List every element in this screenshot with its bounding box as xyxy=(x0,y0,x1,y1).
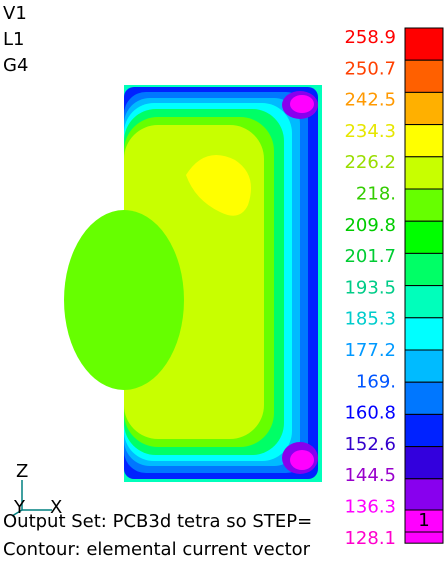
legend-label: 160.8 xyxy=(344,403,396,424)
legend-box xyxy=(404,156,444,190)
legend-box xyxy=(404,252,444,287)
legend-label: 226.2 xyxy=(344,152,396,173)
legend-box xyxy=(404,188,444,222)
triad-z: Z xyxy=(16,461,28,482)
view-label: V1 xyxy=(3,3,27,24)
view-label: G4 xyxy=(3,55,28,76)
legend-label: 136.3 xyxy=(344,497,396,518)
axis-triad xyxy=(11,480,52,517)
view-labels: V1 L1 G4 xyxy=(3,3,28,76)
legend-label: 193.5 xyxy=(344,277,396,298)
legend-box xyxy=(404,446,444,480)
legend-label: 144.5 xyxy=(344,465,396,486)
legend-label: 185.3 xyxy=(344,309,396,330)
legend-box xyxy=(404,285,444,319)
legend-label: 242.5 xyxy=(344,90,396,111)
legend-box xyxy=(404,124,444,158)
legend-label: 201.7 xyxy=(344,246,396,267)
legend-label: 209.8 xyxy=(344,215,396,236)
legend-box xyxy=(404,59,444,93)
legend-label: 218. xyxy=(356,184,396,205)
legend-label: 250.7 xyxy=(344,58,396,79)
view-label: L1 xyxy=(3,29,24,50)
legend-label: 128.1 xyxy=(344,528,396,549)
triad-y: Y xyxy=(13,497,26,518)
legend-label: 234.3 xyxy=(344,121,396,142)
legend-box xyxy=(404,413,444,448)
legend-box xyxy=(404,381,444,415)
legend-box xyxy=(404,220,444,254)
contour-plot xyxy=(64,85,322,482)
output-set: Output Set: PCB3d tetra so STEP= xyxy=(3,511,312,532)
legend-box xyxy=(404,317,444,351)
legend-label: 258.9 xyxy=(344,27,396,48)
legend-box xyxy=(404,91,444,126)
legend-box xyxy=(404,27,444,61)
legend-box xyxy=(404,478,444,512)
step-box xyxy=(404,509,444,533)
step: 1 xyxy=(418,510,429,531)
triad-x: X xyxy=(50,497,62,518)
legend: 258.9 250.7 242.5 234.3 226.2 218. 209.8 201.7 1… xyxy=(344,27,444,549)
legend-label: 177.2 xyxy=(344,340,396,361)
contour-label: Contour: elemental current vector xyxy=(3,539,311,560)
legend-label: 152.6 xyxy=(344,434,396,455)
legend-label: 169. xyxy=(356,371,396,392)
legend-box xyxy=(404,349,444,383)
